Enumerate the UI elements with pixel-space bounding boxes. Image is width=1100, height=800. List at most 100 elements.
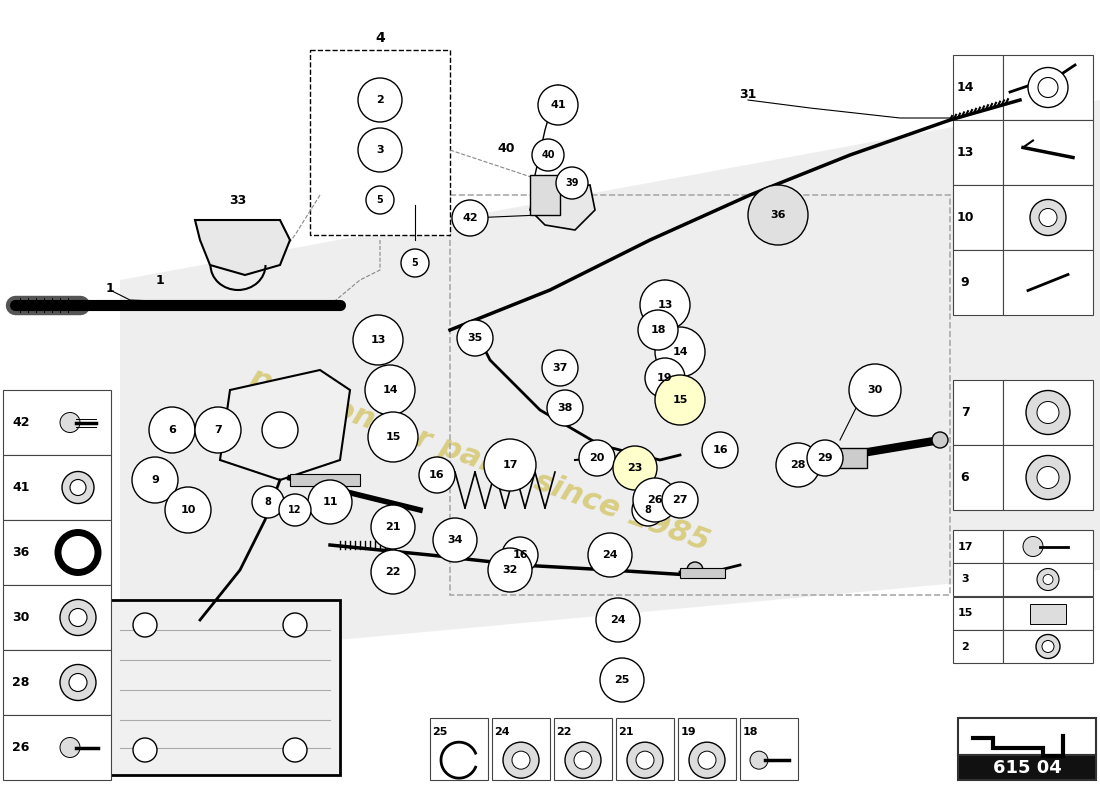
FancyBboxPatch shape [110,600,340,775]
Circle shape [62,471,94,503]
Circle shape [402,249,429,277]
Circle shape [502,537,538,573]
Circle shape [1043,574,1053,585]
Circle shape [748,185,808,245]
Circle shape [353,315,403,365]
Text: 13: 13 [371,335,386,345]
Circle shape [70,479,86,495]
Circle shape [627,742,663,778]
Circle shape [689,742,725,778]
Circle shape [1023,537,1043,557]
Circle shape [588,533,632,577]
Circle shape [542,350,578,386]
Text: 42: 42 [462,213,477,223]
Circle shape [613,446,657,490]
FancyBboxPatch shape [1003,380,1093,445]
Circle shape [358,128,402,172]
FancyBboxPatch shape [430,718,488,780]
Circle shape [368,412,418,462]
Text: 15: 15 [672,395,688,405]
FancyBboxPatch shape [958,755,1096,780]
Circle shape [654,375,705,425]
Text: 9: 9 [960,276,969,289]
Text: 2: 2 [376,95,384,105]
Text: 24: 24 [602,550,618,560]
Polygon shape [638,490,670,515]
Text: 18: 18 [650,325,666,335]
Circle shape [1037,402,1059,423]
FancyBboxPatch shape [832,448,867,468]
Circle shape [538,85,578,125]
Text: 8: 8 [265,497,272,507]
FancyBboxPatch shape [554,718,612,780]
Text: 30: 30 [12,611,30,624]
FancyBboxPatch shape [290,474,360,486]
Text: 24: 24 [610,615,626,625]
Circle shape [579,440,615,476]
FancyBboxPatch shape [1003,563,1093,596]
Circle shape [165,487,211,533]
Text: 23: 23 [627,463,642,473]
Circle shape [632,494,664,526]
FancyBboxPatch shape [953,563,1003,596]
Circle shape [503,742,539,778]
Text: 42: 42 [12,416,30,429]
Circle shape [358,78,402,122]
Circle shape [1037,569,1059,590]
FancyBboxPatch shape [953,185,1003,250]
Circle shape [654,327,705,377]
Text: 1: 1 [106,282,114,294]
Text: 31: 31 [739,89,757,102]
Text: 22: 22 [385,567,400,577]
Circle shape [640,280,690,330]
Circle shape [600,658,643,702]
Text: 28: 28 [12,676,30,689]
Text: 19: 19 [680,727,696,737]
FancyBboxPatch shape [1030,603,1066,623]
FancyBboxPatch shape [953,445,1003,510]
Text: 6: 6 [960,471,969,484]
FancyBboxPatch shape [1003,250,1093,315]
Circle shape [433,518,477,562]
Text: 5: 5 [411,258,418,268]
Circle shape [371,550,415,594]
Circle shape [1042,641,1054,653]
Text: 11: 11 [322,497,338,507]
FancyBboxPatch shape [3,390,111,455]
FancyBboxPatch shape [953,530,1003,563]
Circle shape [688,562,703,578]
Circle shape [565,742,601,778]
Circle shape [645,358,685,398]
FancyBboxPatch shape [530,175,560,215]
FancyBboxPatch shape [3,455,111,520]
Text: 24: 24 [494,727,509,737]
FancyBboxPatch shape [1003,445,1093,510]
Circle shape [195,407,241,453]
Text: 14: 14 [956,81,974,94]
Circle shape [750,751,768,769]
Text: 36: 36 [12,546,30,559]
Text: 16: 16 [513,550,528,560]
Circle shape [365,365,415,415]
Text: 41: 41 [550,100,565,110]
Text: 615 04: 615 04 [992,758,1062,777]
Circle shape [69,674,87,691]
FancyBboxPatch shape [1003,185,1093,250]
Text: 4: 4 [375,31,385,45]
Text: 1: 1 [155,274,164,286]
Polygon shape [195,220,290,275]
Text: 14: 14 [672,347,688,357]
Circle shape [1028,67,1068,107]
Circle shape [638,310,678,350]
Text: 26: 26 [647,495,663,505]
Circle shape [283,738,307,762]
Circle shape [252,486,284,518]
Circle shape [58,533,98,573]
Text: 16: 16 [429,470,444,480]
Circle shape [596,598,640,642]
FancyBboxPatch shape [1003,597,1093,630]
FancyBboxPatch shape [1003,120,1093,185]
FancyBboxPatch shape [310,50,450,235]
Text: 17: 17 [503,460,518,470]
Text: 34: 34 [448,535,463,545]
